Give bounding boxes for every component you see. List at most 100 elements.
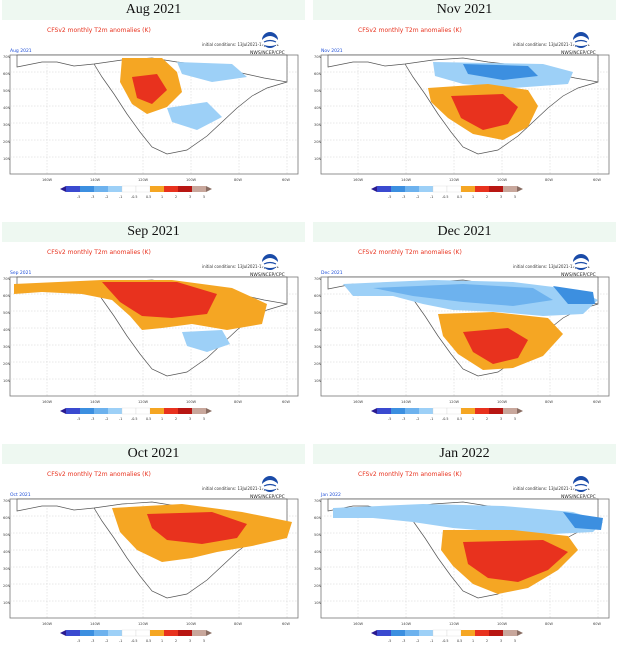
run-info: initial conditions: 13Jul2021-17Jul2021 (513, 264, 591, 269)
lon-axis: 160W 140W 120W 100W 80W 60W (353, 622, 601, 626)
legend-tick: -0.5 (131, 417, 137, 421)
legend-tick: -3 (402, 417, 405, 421)
lat-label: 10N (3, 379, 10, 383)
map-month-tag: Sep 2021 (10, 270, 32, 276)
lon-label: 60W (282, 400, 290, 404)
agency-label: NWS/NCEP/CPC (250, 494, 285, 500)
color-legend: -5 -3 -2 -1 -0.5 0.5 1 2 3 5 (60, 407, 212, 421)
panel-sep-2021: Sep 2021 CFSv2 monthly T2m anomalies (K)… (2, 222, 305, 427)
legend-tick: -1 (119, 195, 122, 199)
legend-tick: 2 (175, 195, 177, 199)
agency-label: NWS/NCEP/CPC (561, 272, 596, 278)
lon-label: 80W (234, 178, 242, 182)
color-legend: -5 -3 -2 -1 -0.5 0.5 1 2 3 5 (371, 629, 523, 643)
lat-label: 60N (314, 294, 321, 298)
lat-label: 60N (3, 294, 10, 298)
legend-tick: -5 (388, 195, 391, 199)
lat-label: 50N (314, 89, 321, 93)
map-month-tag: Oct 2021 (10, 492, 31, 498)
noaa-logo (573, 254, 589, 270)
anomaly-fill (343, 280, 598, 370)
lat-label: 50N (3, 89, 10, 93)
legend-tick: 3 (500, 417, 502, 421)
lon-label: 140W (90, 400, 101, 404)
lat-axis: 70N 60N 50N 40N 30N 20N 10N (3, 499, 10, 605)
map-title: CFSv2 monthly T2m anomalies (K) (47, 471, 151, 478)
legend-tick: -2 (105, 417, 108, 421)
legend-tick: 5 (203, 639, 205, 643)
legend-tick: 0.5 (457, 195, 462, 199)
lat-label: 40N (314, 328, 321, 332)
legend-tick: -0.5 (131, 639, 137, 643)
panel-aug-2021: Aug 2021 CFSv2 monthly T2m anomalies (K)… (2, 0, 305, 205)
legend-tick: 0.5 (146, 195, 151, 199)
noaa-logo (573, 32, 589, 48)
lon-label: 100W (497, 622, 508, 626)
legend-tick: -3 (91, 195, 94, 199)
lat-label: 20N (314, 584, 321, 588)
panel-title: Oct 2021 (2, 444, 305, 464)
map-frame (9, 54, 299, 175)
legend-tick: 5 (514, 639, 516, 643)
lon-label: 160W (353, 178, 364, 182)
legend-tick: 5 (203, 417, 205, 421)
lat-label: 50N (3, 533, 10, 537)
run-info: initial conditions: 13Jul2021-17Jul2021 (513, 42, 591, 47)
legend-tick: 2 (486, 417, 488, 421)
color-legend: -5 -3 -2 -1 -0.5 0.5 1 2 3 5 (371, 407, 523, 421)
legend-tick: 0.5 (146, 639, 151, 643)
lat-label: 20N (314, 140, 321, 144)
noaa-logo (262, 254, 278, 270)
lat-label: 70N (3, 55, 10, 59)
anomaly-fill (120, 58, 247, 130)
legend-tick: 0.5 (457, 417, 462, 421)
legend-tick: -1 (119, 417, 122, 421)
lat-label: 30N (3, 123, 10, 127)
lat-label: 40N (3, 106, 10, 110)
panel-nov-2021: Nov 2021 CFSv2 monthly T2m anomalies (K)… (313, 0, 616, 205)
lat-label: 20N (314, 362, 321, 366)
lon-label: 100W (186, 622, 197, 626)
map-month-tag: Dec 2021 (321, 270, 343, 276)
lat-label: 40N (3, 550, 10, 554)
map-title: CFSv2 monthly T2m anomalies (K) (358, 249, 462, 256)
legend-tick: -3 (91, 417, 94, 421)
lat-label: 20N (3, 362, 10, 366)
legend-tick: -1 (430, 639, 433, 643)
lon-label: 60W (593, 400, 601, 404)
legend-tick: 1 (472, 639, 474, 643)
lat-label: 40N (3, 328, 10, 332)
lon-label: 160W (42, 622, 53, 626)
lon-label: 80W (545, 622, 553, 626)
legend-tick: -2 (416, 639, 419, 643)
lat-label: 50N (314, 533, 321, 537)
agency-label: NWS/NCEP/CPC (250, 272, 285, 278)
anomaly-map: CFSv2 monthly T2m anomalies (K) Nov 2021… (314, 27, 610, 199)
lon-label: 120W (449, 622, 460, 626)
legend-tick: -3 (402, 639, 405, 643)
panel-title: Jan 2022 (313, 444, 616, 464)
lon-label: 160W (353, 400, 364, 404)
lat-label: 30N (314, 345, 321, 349)
legend-tick: -2 (416, 195, 419, 199)
lon-label: 120W (138, 400, 149, 404)
lat-label: 50N (3, 311, 10, 315)
legend-tick: -0.5 (442, 195, 448, 199)
anomaly-fill (428, 62, 573, 140)
legend-tick: -5 (388, 417, 391, 421)
lon-label: 120W (449, 400, 460, 404)
panel-dec-2021: Dec 2021 CFSv2 monthly T2m anomalies (K)… (313, 222, 616, 427)
legend-tick: -1 (119, 639, 122, 643)
panel-oct-2021: Oct 2021 CFSv2 monthly T2m anomalies (K)… (2, 444, 305, 649)
legend-tick: -3 (91, 639, 94, 643)
legend-tick: 5 (514, 195, 516, 199)
legend-tick: -2 (105, 639, 108, 643)
legend-tick: 3 (189, 639, 191, 643)
lon-label: 120W (138, 178, 149, 182)
lon-label: 160W (353, 622, 364, 626)
lon-axis: 160W 140W 120W 100W 80W 60W (42, 622, 290, 626)
lon-label: 140W (401, 400, 412, 404)
lat-axis: 70N 60N 50N 40N 30N 20N 10N (3, 277, 10, 383)
legend-tick: -1 (430, 195, 433, 199)
lon-label: 100W (186, 400, 197, 404)
